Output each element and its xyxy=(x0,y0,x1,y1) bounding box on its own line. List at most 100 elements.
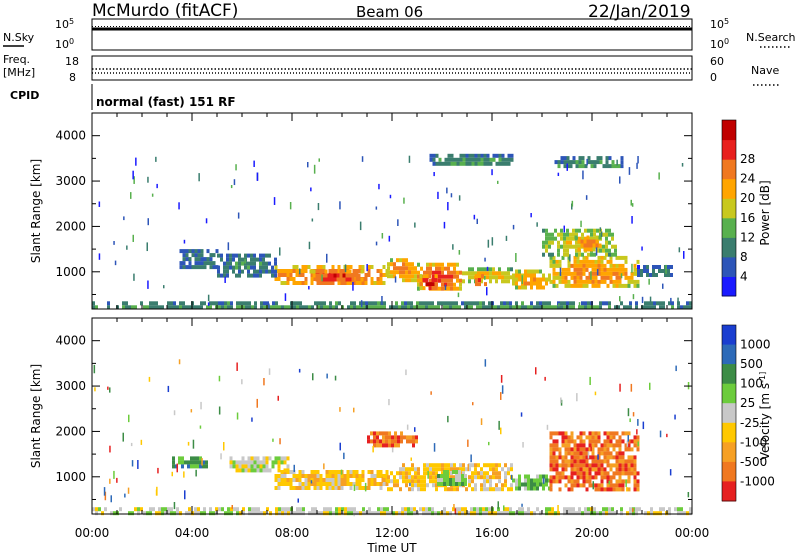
heatmap-cell xyxy=(313,474,317,478)
heatmap-cell xyxy=(330,273,334,278)
heatmap-cell xyxy=(474,483,477,488)
heatmap-cell xyxy=(468,483,471,488)
heatmap-cell xyxy=(564,459,568,464)
heatmap-cell xyxy=(636,483,640,488)
heatmap-cell xyxy=(662,305,665,310)
heatmap-cell xyxy=(143,305,146,310)
heatmap-cell xyxy=(533,482,536,487)
heatmap-cell xyxy=(280,478,284,482)
heatmap-cell xyxy=(110,495,112,503)
heatmap-cell xyxy=(545,305,548,310)
heatmap-cell xyxy=(512,281,515,286)
heatmap-cell xyxy=(576,275,580,280)
heatmap-cell xyxy=(447,262,450,267)
heatmap-cell xyxy=(426,463,429,468)
heatmap-cell xyxy=(383,301,386,306)
heatmap-cell xyxy=(239,511,242,516)
heatmap-cell xyxy=(606,275,610,280)
heatmap-cell xyxy=(313,277,317,281)
heatmap-cell xyxy=(426,483,429,488)
heatmap-cell xyxy=(429,463,432,468)
heatmap-cell xyxy=(615,283,619,288)
heatmap-cell xyxy=(346,482,350,486)
heatmap-cell xyxy=(539,285,542,290)
heatmap-cell xyxy=(497,501,499,509)
heatmap-cell xyxy=(304,277,308,281)
heatmap-cell xyxy=(476,507,479,512)
heatmap-cell xyxy=(453,467,456,472)
heatmap-cell xyxy=(581,305,584,310)
heatmap-cell xyxy=(356,305,359,310)
heatmap-cell xyxy=(311,218,314,222)
heatmap-cell xyxy=(176,463,178,473)
heatmap-cell xyxy=(247,265,250,270)
heatmap-cell xyxy=(557,172,560,177)
heatmap-cell xyxy=(200,301,203,306)
heatmap-cell xyxy=(343,482,347,486)
heatmap-cell xyxy=(561,443,565,448)
heatmap-cell xyxy=(215,265,219,270)
heatmap-cell xyxy=(182,249,186,254)
heatmap-cell xyxy=(492,267,495,272)
heatmap-cell xyxy=(131,460,134,467)
velocity-heatmap-cells xyxy=(92,359,692,517)
heatmap-cell xyxy=(573,443,577,448)
heatmap-cell xyxy=(536,281,539,286)
heatmap-cell xyxy=(566,244,569,249)
heatmap-cell xyxy=(316,478,320,482)
heatmap-cell xyxy=(582,263,586,268)
heatmap-cell xyxy=(250,464,254,469)
heatmap-cell xyxy=(579,443,583,448)
heatmap-cell xyxy=(576,467,580,472)
heatmap-cell xyxy=(415,439,418,444)
heatmap-cell xyxy=(683,305,686,310)
heatmap-cell xyxy=(251,417,253,422)
heatmap-cell xyxy=(200,249,204,254)
heatmap-cell xyxy=(495,161,499,166)
heatmap-cell xyxy=(586,247,590,252)
heatmap-cell xyxy=(265,253,268,258)
heatmap-cell xyxy=(558,263,562,268)
heatmap-cell xyxy=(411,463,414,468)
heatmap-cell xyxy=(564,475,568,480)
heatmap-cell xyxy=(480,475,483,480)
heatmap-cell xyxy=(674,414,676,420)
heatmap-cell xyxy=(471,271,474,276)
heatmap-cell xyxy=(278,511,281,516)
heatmap-cell xyxy=(263,305,266,310)
heatmap-cell xyxy=(635,511,638,516)
heatmap-cell xyxy=(606,267,610,272)
heatmap-cell xyxy=(677,301,680,306)
heatmap-cell xyxy=(137,511,140,516)
heatmap-cell xyxy=(187,441,190,446)
heatmap-cell xyxy=(304,482,308,486)
heatmap-cell xyxy=(455,474,458,478)
heatmap-cell xyxy=(420,266,423,271)
heatmap-cell xyxy=(509,507,512,512)
heatmap-cell xyxy=(621,267,625,272)
colorbar-segment xyxy=(722,383,736,404)
heatmap-cell xyxy=(241,468,245,473)
heatmap-cell xyxy=(221,301,224,306)
heatmap-cell xyxy=(518,474,521,479)
heatmap-cell xyxy=(591,267,595,272)
heatmap-cell xyxy=(265,265,268,270)
heatmap-cell xyxy=(665,264,667,274)
heatmap-cell xyxy=(229,257,232,262)
heatmap-cell xyxy=(581,236,584,241)
heatmap-cell xyxy=(570,263,574,268)
heatmap-cell xyxy=(185,511,188,516)
heatmap-cell xyxy=(618,267,622,272)
heatmap-cell xyxy=(328,474,332,478)
y-tick-label: 2000 xyxy=(55,219,86,233)
heatmap-cell xyxy=(596,511,599,516)
heatmap-cell xyxy=(215,301,218,306)
heatmap-cell xyxy=(637,269,640,273)
heatmap-cell xyxy=(576,255,580,260)
heatmap-cell xyxy=(552,259,556,264)
heatmap-cell xyxy=(555,467,559,472)
heatmap-cell xyxy=(244,258,246,264)
heatmap-cell xyxy=(581,511,584,516)
heatmap-cell xyxy=(407,301,410,306)
heatmap-cell xyxy=(653,301,656,306)
